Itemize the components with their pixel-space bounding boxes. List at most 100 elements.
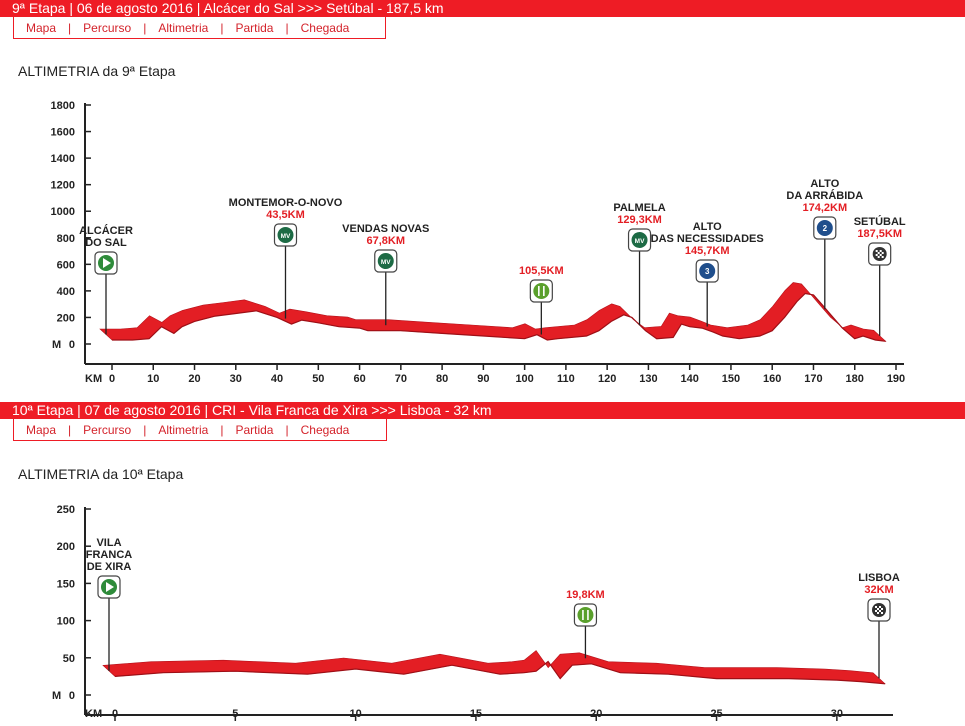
annotation-distance: 19,8KM: [566, 589, 605, 601]
y-axis-label: M: [52, 339, 61, 351]
y-tick-label: 200: [57, 541, 75, 553]
stage-10-nav-mapa[interactable]: Mapa: [26, 422, 57, 437]
x-tick-label: 100: [515, 373, 533, 385]
stage-10-section-title: ALTIMETRIA da 10ª Etapa: [18, 466, 184, 482]
stage-9-nav: Mapa | Percurso | Altimetria | Partida | Che…: [13, 17, 386, 39]
annotation-name: PALMELA: [613, 202, 665, 214]
annotation-name: DO SAL: [85, 237, 127, 249]
annotation-name: DAS NECESSIDADES: [651, 233, 764, 245]
x-tick-label: 70: [395, 373, 407, 385]
x-tick-label: 10: [147, 373, 159, 385]
y-axis-label: M: [52, 690, 61, 702]
checker-square: [875, 610, 877, 612]
x-tick-label: 60: [353, 373, 365, 385]
y-tick-label: 1200: [51, 180, 75, 192]
sprint-circle: [377, 253, 394, 269]
checker-square: [881, 256, 884, 258]
x-tick-label: 0: [112, 708, 118, 720]
y-tick-label: 800: [57, 233, 75, 245]
sprint-label: MV: [281, 233, 291, 240]
x-tick-label: 20: [590, 708, 602, 720]
x-tick-label: 20: [188, 373, 200, 385]
y-tick-label: 400: [57, 286, 75, 298]
x-tick-label: 180: [846, 373, 864, 385]
annotation-name: ALCÁCER: [79, 224, 133, 237]
x-tick-label: 170: [804, 373, 822, 385]
checker-square: [881, 252, 884, 254]
annotation-name: VILA: [96, 537, 121, 549]
checker-square: [875, 606, 877, 608]
nav-separator: |: [285, 20, 289, 35]
x-tick-label: 10: [350, 708, 362, 720]
feed-circle: [577, 607, 594, 623]
x-tick-label: 160: [763, 373, 781, 385]
y-tick-label: 100: [57, 616, 75, 628]
annotation-name: LISBOA: [858, 572, 900, 584]
annotation-feed-zone-icon: 19,8KM: [566, 589, 605, 659]
y-tick-label: 250: [57, 504, 75, 516]
stage-10-nav-partida[interactable]: Partida: [235, 422, 274, 437]
y-tick-label: 0: [69, 690, 75, 702]
sprint-circle: [631, 232, 648, 248]
stage-10-nav-percurso[interactable]: Percurso: [83, 422, 132, 437]
y-tick-label: 50: [63, 653, 75, 665]
checker-square: [881, 608, 883, 610]
checker-square: [877, 612, 879, 614]
annotation-name: FRANCA: [86, 549, 132, 561]
checker-square: [875, 250, 878, 252]
stage-9-nav-mapa[interactable]: Mapa: [26, 20, 57, 35]
stage-9-title-bar: 9ª Etapa | 06 de agosto 2016 | Alcácer d…: [0, 0, 965, 17]
sprint-label: MV: [635, 238, 645, 245]
mountain-category: 3: [705, 267, 710, 276]
x-tick-label: 0: [109, 373, 115, 385]
stage-10-nav: Mapa | Percurso | Altimetria | Partida | Che…: [13, 419, 387, 441]
x-tick-label: 80: [436, 373, 448, 385]
annotation-distance: 187,5KM: [857, 228, 902, 240]
stage-10-nav-chegada[interactable]: Chegada: [300, 422, 350, 437]
x-tick-label: 5: [232, 708, 238, 720]
checker-square: [877, 256, 880, 258]
stage-9-nav-altimetria[interactable]: Altimetria: [158, 20, 209, 35]
x-tick-label: 130: [639, 373, 657, 385]
y-tick-label: 0: [69, 339, 75, 351]
x-tick-label: 110: [557, 373, 575, 385]
annotation-feed-zone-icon: 105,5KM: [519, 265, 564, 335]
x-tick-label: 150: [722, 373, 740, 385]
annotation-distance: 43,5KM: [266, 209, 305, 221]
nav-separator: |: [143, 20, 147, 35]
annotation-name: SETÚBAL: [854, 215, 906, 228]
x-tick-label: 90: [477, 373, 489, 385]
x-tick-label: 120: [598, 373, 616, 385]
x-tick-label: 190: [887, 373, 905, 385]
nav-separator: |: [143, 422, 147, 437]
sprint-circle: [277, 227, 294, 243]
stage-9-nav-chegada[interactable]: Chegada: [300, 20, 350, 35]
annotation-distance: 145,7KM: [685, 245, 730, 257]
y-tick-label: 150: [57, 578, 75, 590]
y-tick-label: 1600: [51, 127, 75, 139]
checker-square: [879, 606, 881, 608]
checker-square: [881, 612, 883, 614]
annotation-distance: 105,5KM: [519, 265, 564, 277]
annotation-name: DE XIRA: [87, 561, 132, 573]
sprint-label: MV: [381, 259, 391, 266]
annotation-distance: 32KM: [864, 584, 893, 596]
x-axis-label: KM: [85, 708, 102, 720]
stage-9-nav-percurso[interactable]: Percurso: [83, 20, 132, 35]
y-tick-label: 200: [57, 312, 75, 324]
stage-9-nav-partida[interactable]: Partida: [235, 20, 274, 35]
checker-square: [875, 254, 878, 256]
nav-separator: |: [285, 422, 289, 437]
annotation-name: DA ARRÁBIDA: [786, 189, 863, 202]
checker-square: [879, 250, 882, 252]
annotation-name: VENDAS NOVAS: [342, 223, 429, 235]
checker-square: [879, 254, 882, 256]
stage-10-nav-altimetria[interactable]: Altimetria: [158, 422, 209, 437]
x-tick-label: 30: [230, 373, 242, 385]
